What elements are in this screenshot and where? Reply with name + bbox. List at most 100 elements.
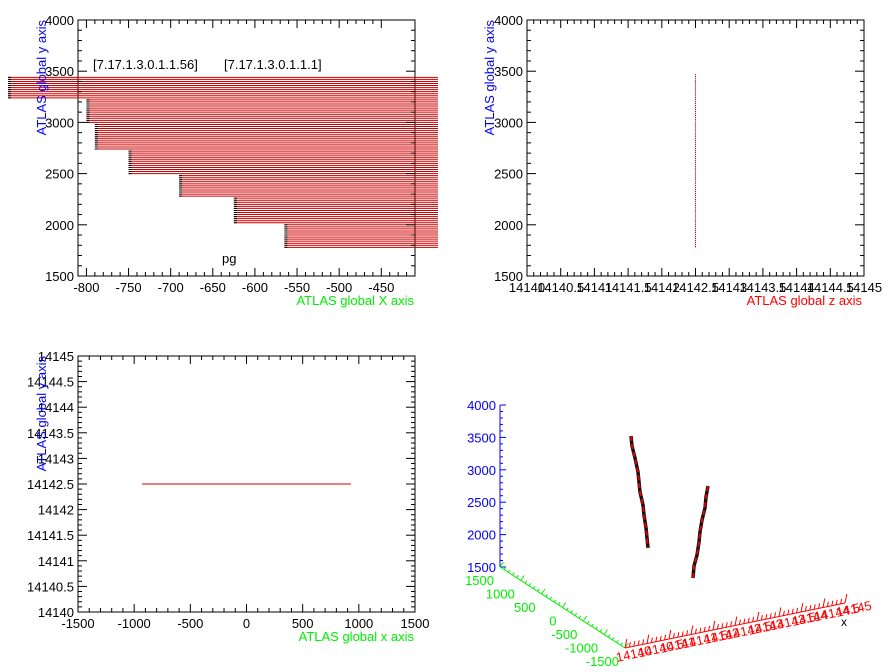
- depth-tick: [655, 636, 658, 642]
- panel-xy-top-left: -800 -750 -700 -650 -600 -550 -500 -450 1500 2000…: [8, 13, 438, 308]
- depth-tick: [677, 632, 680, 638]
- y-tick-label: 14142: [38, 503, 74, 518]
- panel-3d-bottom-right: 150020002500300035004000150010005000-500…: [465, 398, 873, 669]
- depth-tick: [765, 614, 768, 620]
- x-tick: [516, 575, 519, 579]
- x-tick-label: 1500: [401, 616, 430, 631]
- y-tick-label: 14143: [38, 451, 74, 466]
- depth-tick-label: 14140: [615, 643, 653, 665]
- depth-tick: [796, 607, 799, 613]
- y-tick-label: 14140.5: [27, 579, 74, 594]
- depth-tick: [756, 611, 760, 622]
- y-tick-label: 14142.5: [27, 477, 74, 492]
- depth-tick: [708, 625, 711, 631]
- x-tick-label: 0: [549, 614, 556, 629]
- y-tick-label: 3500: [45, 64, 74, 79]
- depth-tick: [791, 608, 794, 614]
- depth-tick: [716, 624, 719, 630]
- x-tick-label: 1000: [344, 616, 373, 631]
- y-tick-label: 14141: [38, 554, 74, 569]
- y-tick-label: 14144: [38, 400, 74, 415]
- x-tick: [512, 572, 515, 576]
- y-tick-label: 2500: [45, 167, 74, 182]
- depth-tick: [730, 621, 733, 627]
- x-tick-label: -700: [158, 280, 184, 295]
- y-tick-label: 3000: [45, 115, 74, 130]
- panel-zy-top-right: 1414014140.51414114141.51414214142.51414…: [482, 13, 882, 308]
- track-left: [630, 435, 649, 549]
- x-tick-label: -550: [284, 280, 310, 295]
- x-tick: [578, 615, 582, 619]
- x-tick-label: 500: [292, 616, 314, 631]
- depth-tick: [712, 620, 716, 631]
- x-tick-label: -600: [242, 280, 268, 295]
- x-tick: [541, 588, 546, 595]
- depth-tick: [813, 604, 816, 610]
- x-tick: [587, 620, 590, 624]
- x-axis-label: ATLAS global x axis: [299, 629, 415, 644]
- x-tick-label: -500: [177, 616, 203, 631]
- track-right-outline: [691, 485, 710, 579]
- depth-tick: [818, 603, 821, 609]
- x-tick-label: -650: [200, 280, 226, 295]
- x-tick: [557, 602, 561, 606]
- depth-tick-label: 14144: [791, 607, 829, 629]
- x-tick-label: -500: [551, 627, 577, 642]
- x-tick-label: 0: [243, 616, 250, 631]
- depth-tick-label: 14142: [703, 625, 741, 647]
- x-tick: [566, 607, 569, 611]
- y-tick-label: 14144.5: [27, 375, 74, 390]
- y-tick-label: 3000: [494, 115, 523, 130]
- depth-tick: [826, 601, 829, 607]
- y-axis-label: ATLAS global y axis: [34, 356, 49, 472]
- z-tick-label: 4000: [467, 398, 496, 413]
- x-tick-label: -450: [368, 280, 394, 295]
- depth-tick: [835, 599, 838, 605]
- x-tick-label: 14140.5: [537, 280, 584, 295]
- y-tick-label: 3500: [494, 64, 523, 79]
- y-tick-label: 1500: [494, 269, 523, 284]
- depth-tick: [844, 593, 848, 604]
- y-tick-label: 2000: [494, 218, 523, 233]
- depth-tick: [769, 613, 772, 619]
- depth-tick: [743, 618, 746, 624]
- z-tick-label: 3000: [467, 463, 496, 478]
- depth-tick: [774, 612, 777, 618]
- depth-tick: [831, 600, 834, 606]
- depth-tick: [778, 607, 782, 617]
- x-tick-label: 14141: [576, 280, 612, 295]
- x-tick-label: 14140: [509, 280, 545, 295]
- x-tick-label: -800: [73, 280, 99, 295]
- z-tick-label: 2500: [467, 495, 496, 510]
- z-tick-label: 3500: [467, 430, 496, 445]
- depth-tick: [681, 631, 684, 637]
- x-tick-label: -1000: [118, 616, 151, 631]
- x-tick-label: -1500: [61, 616, 94, 631]
- x-tick: [607, 634, 611, 638]
- x-tick: [537, 588, 540, 592]
- depth-tick: [650, 637, 653, 643]
- x-tick: [570, 610, 573, 614]
- depth-tick: [822, 598, 826, 608]
- y-tick-label: 2000: [45, 218, 74, 233]
- y-tick-label: 2500: [494, 167, 523, 182]
- x-tick-label: 14142: [644, 280, 680, 295]
- x-tick-label: 1000: [486, 587, 515, 602]
- depth-tick: [760, 615, 763, 621]
- depth-tick: [840, 598, 843, 604]
- annotation-id-right: [7.17.1.3.0.1.1.1]: [224, 57, 322, 72]
- x-tick-label: 14143: [711, 280, 747, 295]
- x-tick: [599, 629, 603, 633]
- depth-tick: [628, 642, 631, 648]
- depth-tick: [668, 629, 672, 640]
- depth-tick: [703, 626, 706, 632]
- depth-tick: [633, 641, 636, 647]
- y-tick-label: 4000: [494, 13, 523, 28]
- depth-tick: [809, 605, 812, 611]
- x-tick-label: 14144: [779, 280, 815, 295]
- y-tick-label: 4000: [45, 13, 74, 28]
- panel-xz-bottom-left: -1500 -1000 -500 0 500 1000 1500 14140 14140.5 14…: [27, 349, 429, 644]
- depth-tick: [738, 619, 741, 625]
- y-tick-label: 14145: [38, 349, 74, 364]
- y-axis-label: ATLAS global y axis: [482, 20, 497, 136]
